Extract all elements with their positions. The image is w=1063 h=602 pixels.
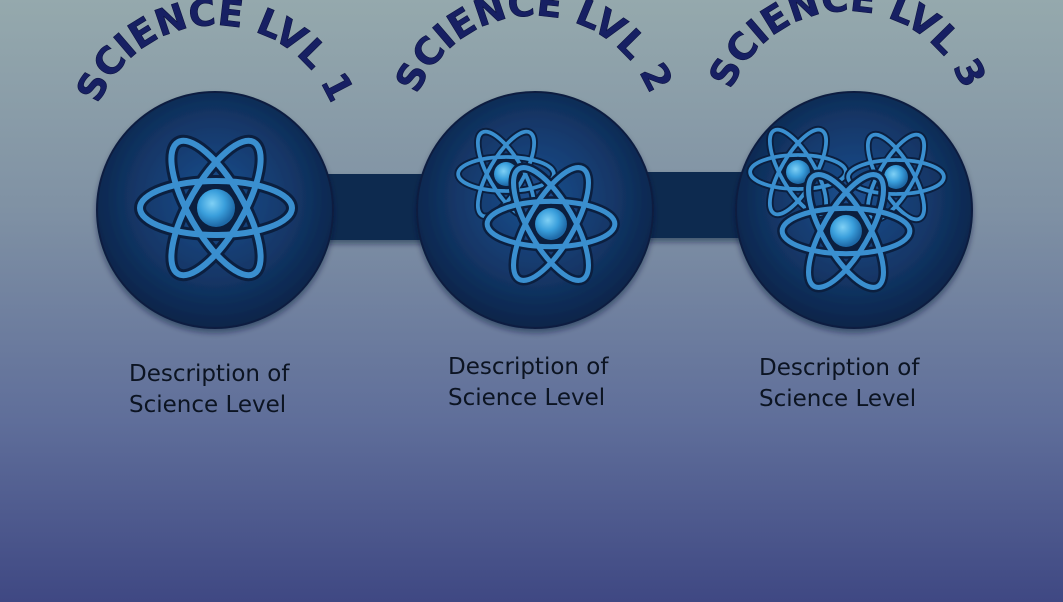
level-3-description-line-2: Science Level xyxy=(759,386,917,412)
level-3-description-line-1: Description of xyxy=(759,355,920,381)
level-2-title: SCIENCE LVL 2 xyxy=(387,0,681,99)
level-2-description-line-2: Science Level xyxy=(448,385,606,411)
level-1-description-line-1: Description of xyxy=(129,361,290,387)
level-node-2[interactable] xyxy=(416,91,654,329)
level-2-description: Description of Science Level xyxy=(448,352,708,414)
level-2-description-line-1: Description of xyxy=(448,354,609,380)
level-1-description: Description of Science Level xyxy=(129,359,389,421)
level-3-title: SCIENCE LVL 3 xyxy=(700,0,994,94)
level-node-3[interactable] xyxy=(735,91,973,329)
level-3-description: Description of Science Level xyxy=(759,353,1019,415)
level-node-1[interactable] xyxy=(96,91,334,329)
level-1-description-line-2: Science Level xyxy=(129,392,287,418)
